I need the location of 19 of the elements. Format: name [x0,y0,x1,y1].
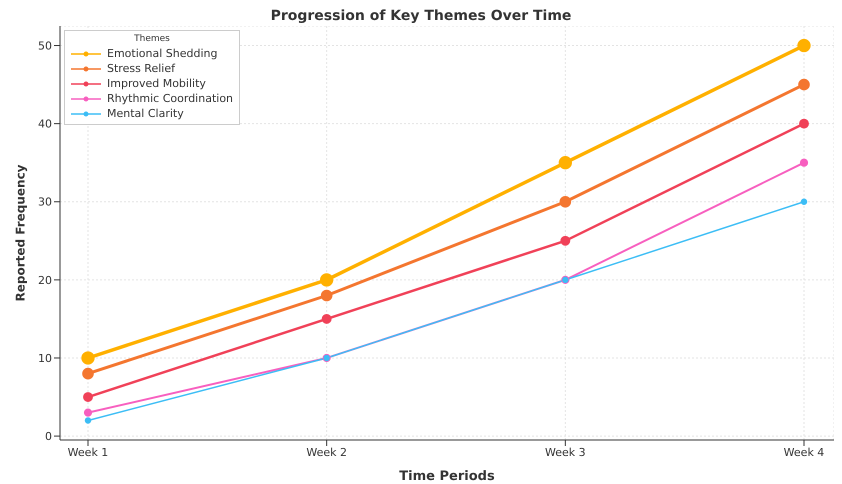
y-tick-label: 40 [38,118,52,131]
x-tick-label: Week 3 [545,446,586,459]
legend-title: Themes [133,34,171,44]
y-tick-label: 20 [38,274,52,287]
y-axis-title: Reported Frequency [13,164,28,302]
y-tick-label: 0 [45,430,52,443]
legend-label: Stress Relief [107,61,175,76]
x-tick-label: Week 1 [68,446,108,459]
legend-label: Emotional Shedding [107,46,218,61]
legend-label: Mental Clarity [107,106,184,121]
y-tick-label: 10 [38,352,52,365]
legend-label: Rhythmic Coordination [107,91,234,106]
x-tick-label: Week 4 [784,446,824,459]
legend-label: Improved Mobility [107,76,206,91]
y-tick-label: 30 [38,196,52,209]
x-axis-title: Time Periods [399,469,495,484]
chart-title: Progression of Key Themes Over Time [270,8,572,26]
y-tick-label: 50 [38,39,52,52]
x-tick-label: Week 2 [306,446,347,459]
